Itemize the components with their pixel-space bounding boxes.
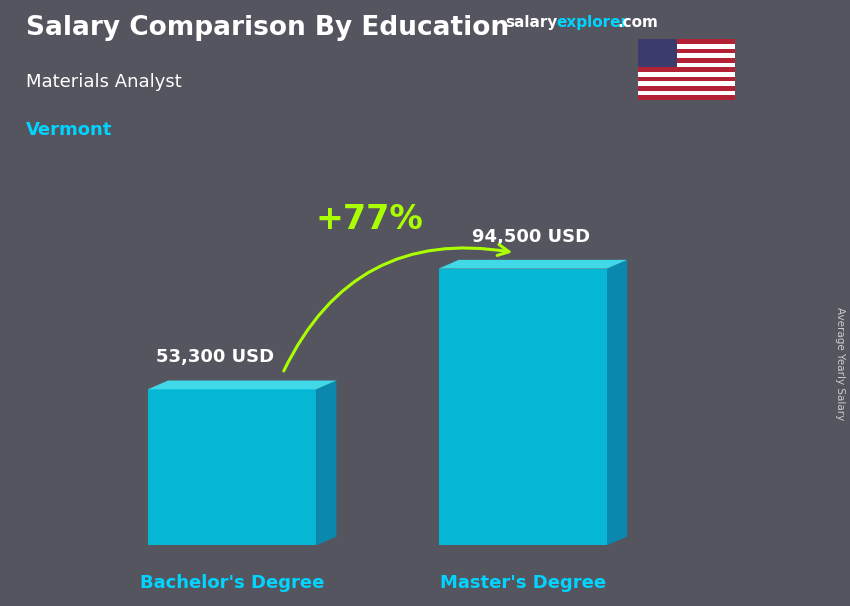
Polygon shape (148, 381, 337, 389)
Text: Salary Comparison By Education: Salary Comparison By Education (26, 15, 508, 41)
Text: Master's Degree: Master's Degree (439, 573, 606, 591)
Text: 94,500 USD: 94,500 USD (472, 228, 590, 246)
Text: salary: salary (506, 15, 558, 30)
Text: 53,300 USD: 53,300 USD (156, 348, 275, 367)
Polygon shape (148, 389, 316, 545)
Bar (638, 39, 735, 44)
Bar (638, 39, 677, 67)
Polygon shape (439, 268, 607, 545)
Polygon shape (316, 381, 337, 545)
Polygon shape (607, 260, 627, 545)
Bar (638, 91, 735, 95)
Bar (638, 58, 735, 62)
Bar (638, 81, 735, 86)
Text: Average Yearly Salary: Average Yearly Salary (835, 307, 845, 420)
Text: Bachelor's Degree: Bachelor's Degree (140, 573, 324, 591)
Bar (638, 62, 735, 67)
Bar (638, 44, 735, 48)
Text: explorer: explorer (556, 15, 628, 30)
Bar (638, 67, 735, 72)
Bar (638, 48, 735, 53)
Bar (638, 95, 735, 100)
Bar (638, 53, 735, 58)
Bar (638, 77, 735, 81)
Text: Materials Analyst: Materials Analyst (26, 73, 181, 91)
Bar (638, 86, 735, 91)
Text: +77%: +77% (316, 203, 423, 236)
Text: .com: .com (617, 15, 658, 30)
Text: Vermont: Vermont (26, 121, 112, 139)
Bar (638, 72, 735, 77)
Polygon shape (439, 260, 627, 268)
